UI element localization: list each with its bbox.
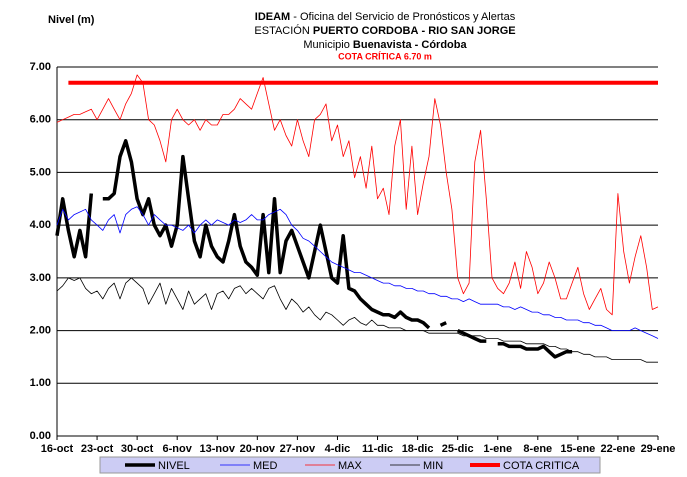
series-line — [56, 277, 658, 363]
series-line — [56, 206, 659, 339]
y-tick-label: 2.00 — [30, 324, 51, 336]
x-tick-label: 27-nov — [280, 443, 316, 455]
title-line: IDEAM - Oficina del Servicio de Pronósti… — [255, 11, 516, 23]
y-tick-label: 1.00 — [30, 377, 51, 389]
x-tick-label: 15-ene — [560, 443, 595, 455]
title-part: Municipio — [303, 39, 349, 51]
x-tick-label: 18-dic — [402, 443, 434, 455]
title-part: PUERTO CORDOBA — [313, 25, 419, 37]
x-tick-label: 4-dic — [325, 443, 351, 455]
x-tick-label: 20-nov — [240, 443, 276, 455]
y-tick-label: 0.00 — [30, 430, 51, 442]
legend-label: MIN — [423, 460, 443, 472]
legend-label: NIVEL — [158, 460, 190, 472]
title-part: - Oficina del Servicio de Pronósticos y … — [293, 11, 515, 23]
y-axis-label: Nivel (m) — [48, 14, 95, 26]
x-tick-label: 29-ene — [641, 443, 676, 455]
x-tick-label: 11-dic — [362, 443, 393, 455]
title-part: IDEAM — [255, 11, 290, 23]
y-tick-label: 5.00 — [30, 166, 51, 178]
series-line — [55, 139, 573, 359]
x-tick-label: 16-oct — [41, 443, 74, 455]
title-line: ESTACIÓN PUERTO CORDOBA - RIO SAN JORGE — [254, 24, 515, 37]
x-tick-label: 22-ene — [601, 443, 636, 455]
title-line: Municipio Buenavista - Córdoba — [303, 39, 467, 51]
x-tick-label: 13-nov — [200, 443, 236, 455]
series-line — [56, 74, 659, 316]
x-tick-label: 6-nov — [163, 443, 193, 455]
y-tick-label: 3.00 — [30, 272, 51, 284]
x-tick-label: 8-ene — [523, 443, 552, 455]
title-part: Buenavista — [353, 39, 413, 51]
x-tick-label: 23-oct — [81, 443, 114, 455]
legend-label: COTA CRITICA — [503, 460, 580, 472]
title-part: ESTACIÓN — [254, 24, 309, 37]
legend-box — [99, 456, 601, 474]
legend-label: MAX — [338, 460, 363, 472]
title-part: - Córdoba — [415, 39, 468, 51]
y-tick-label: 6.00 — [30, 114, 51, 126]
title-part: - RIO SAN JORGE — [421, 25, 515, 37]
annotation: COTA CRÍTICA 6.70 m — [338, 51, 432, 61]
x-tick-label: 25-dic — [442, 443, 474, 455]
y-tick-label: 7.00 — [30, 61, 51, 73]
x-tick-label: 30-oct — [121, 443, 154, 455]
legend-label: MED — [253, 460, 278, 472]
x-tick-label: 1-ene — [483, 443, 512, 455]
y-tick-label: 4.00 — [30, 219, 51, 231]
